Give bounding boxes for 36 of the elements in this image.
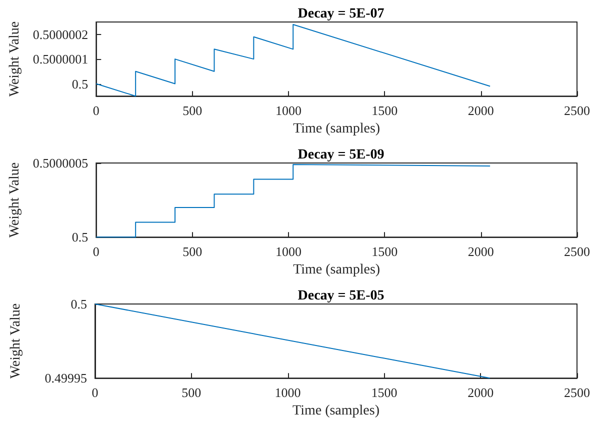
x-tick-label: 2000 [468,385,494,400]
x-tick-label: 1000 [274,385,301,400]
x-tick-label: 0 [92,244,100,260]
chart-title: Decay = 5E-09 [298,148,384,162]
x-tick-label: 500 [182,244,202,260]
y-axis-title: Weight Value [8,162,22,238]
y-tick-label: 0.5000005 [32,156,88,170]
y-axis-title: Weight Value [8,303,24,379]
y-tick-label: 0.49995 [44,370,87,386]
x-tick-label: 2000 [468,244,494,260]
line-series [96,24,491,97]
x-tick-label: 1500 [371,385,398,400]
chart-title: Decay = 5E-05 [298,288,384,304]
x-tick-label: 2500 [564,244,590,260]
x-tick-label: 1500 [372,244,398,260]
x-tick-label: 2500 [564,385,590,400]
chart-title: Decay = 5E-07 [298,6,384,22]
x-tick-label: 1000 [275,244,302,260]
x-tick-label: 500 [182,385,202,400]
y-tick-label: 0.5 [72,76,88,92]
y-tick-label: 0.5 [72,230,88,245]
x-tick-label: 500 [182,103,202,118]
x-tick-label: 2500 [564,103,590,118]
x-tick-label: 1000 [275,103,302,118]
x-tick-label: 1500 [372,103,398,118]
line-series [96,164,491,238]
y-tick-label: 0.5000002 [32,26,88,42]
x-tick-label: 2000 [468,103,494,118]
x-axis-title: Time (samples) [293,262,380,278]
x-axis-title: Time (samples) [292,404,380,418]
y-tick-label: 0.5000001 [32,52,88,67]
x-tick-label: 0 [92,385,98,400]
x-axis-title: Time (samples) [293,122,380,136]
y-axis-title: Weight Value [8,21,22,97]
y-tick-label: 0.5 [70,296,87,312]
x-tick-label: 0 [92,103,100,118]
